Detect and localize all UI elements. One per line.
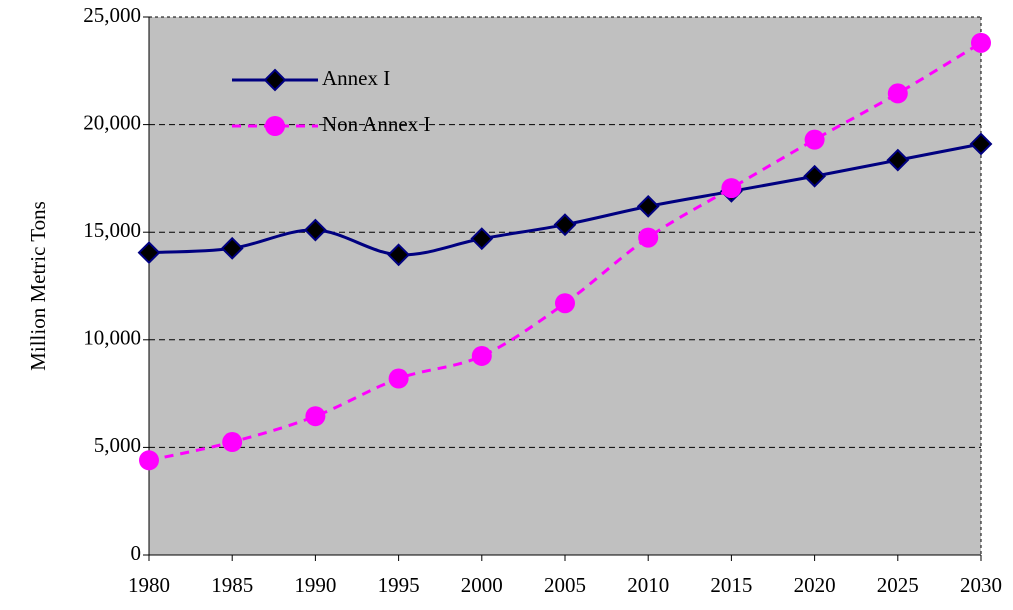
x-tick-label: 2025: [877, 573, 919, 597]
diamond-marker: [137, 241, 161, 265]
circle-marker: [971, 32, 991, 53]
x-tick-label: 1980: [128, 573, 170, 597]
x-tick-label: 2000: [461, 573, 503, 597]
diamond-marker: [263, 68, 287, 92]
diamond-marker: [553, 213, 577, 237]
circle-marker: [638, 227, 659, 248]
y-tick-label: 20,000: [83, 110, 141, 134]
diamond-marker: [470, 227, 494, 251]
legend-label: Annex I: [322, 66, 390, 90]
y-tick-label: 25,000: [83, 3, 141, 27]
circle-marker: [804, 129, 825, 150]
diamond-marker: [220, 236, 244, 260]
y-tick-label: 15,000: [83, 218, 141, 242]
circle-marker: [388, 368, 409, 389]
x-tick-label: 2005: [544, 573, 586, 597]
legend-label: Non Annex I: [322, 112, 431, 136]
diamond-marker: [303, 218, 327, 242]
x-tick-label: 2030: [960, 573, 1002, 597]
y-tick-label: 10,000: [83, 326, 141, 350]
x-tick-label: 2010: [627, 573, 669, 597]
x-tick-label: 2015: [710, 573, 752, 597]
x-tick-label: 2020: [794, 573, 836, 597]
diamond-marker: [886, 148, 910, 172]
circle-marker: [139, 450, 159, 471]
circle-marker: [265, 116, 285, 136]
circle-marker: [555, 293, 575, 314]
circle-marker: [887, 83, 908, 104]
circle-marker: [721, 178, 742, 199]
circle-marker: [471, 345, 492, 366]
diamond-marker: [969, 132, 993, 156]
diamond-marker: [636, 194, 660, 218]
diamond-marker: [803, 164, 827, 188]
plot-area: [149, 17, 981, 555]
circle-marker: [305, 406, 326, 427]
circle-marker: [222, 432, 243, 453]
x-tick-label: 1985: [211, 573, 253, 597]
diamond-marker: [387, 243, 411, 267]
x-tick-label: 1995: [378, 573, 420, 597]
x-tick-label: 1990: [294, 573, 336, 597]
y-tick-label: 0: [131, 541, 142, 565]
y-tick-label: 5,000: [94, 433, 141, 457]
y-axis-label: Million Metric Tons: [26, 201, 50, 371]
